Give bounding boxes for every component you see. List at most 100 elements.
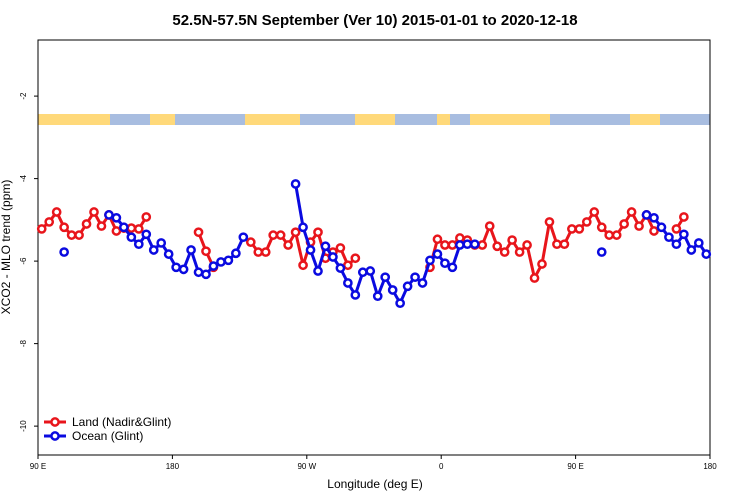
- data-point: [522, 240, 532, 250]
- data-point: [104, 210, 114, 220]
- data-point: [148, 245, 159, 255]
- data-point: [664, 232, 674, 243]
- data-point: [44, 217, 55, 227]
- data-point: [74, 230, 84, 240]
- data-point: [126, 223, 137, 233]
- y-tick-label: -6: [19, 257, 28, 265]
- data-point: [529, 273, 540, 283]
- data-point: [231, 248, 241, 259]
- data-point: [387, 285, 398, 295]
- data-point: [126, 232, 137, 243]
- data-point: [253, 247, 264, 257]
- legend-marker: [50, 431, 60, 441]
- data-point: [596, 222, 607, 233]
- data-point: [380, 272, 391, 283]
- data-point: [544, 217, 555, 227]
- data-point: [51, 207, 62, 217]
- chart-title: 52.5N-57.5N September (Ver 10) 2015-01-0…: [172, 12, 577, 29]
- data-point: [581, 217, 592, 227]
- data-point: [163, 249, 174, 259]
- data-point: [283, 240, 293, 250]
- y-axis-label: XCO2 - MLO trend (ppm): [0, 180, 13, 315]
- data-point: [514, 247, 525, 257]
- data-point: [343, 260, 353, 271]
- x-tick-label: 180: [166, 462, 180, 471]
- data-point: [66, 230, 77, 240]
- data-point: [499, 247, 510, 257]
- legend-label: Ocean (Glint): [72, 429, 143, 443]
- data-point: [193, 267, 204, 278]
- data-point: [626, 207, 637, 217]
- data-point: [290, 179, 301, 189]
- data-point: [671, 224, 682, 234]
- data-point: [604, 230, 615, 240]
- data-point: [201, 246, 211, 257]
- legend-marker: [50, 417, 60, 427]
- data-point: [320, 241, 331, 252]
- data-point: [507, 235, 517, 245]
- data-point: [216, 257, 226, 267]
- data-point: [328, 252, 338, 262]
- data-point: [343, 278, 353, 288]
- data-point: [372, 291, 383, 302]
- data-point: [492, 241, 503, 252]
- map-strip: [38, 114, 710, 125]
- data-point: [671, 239, 682, 250]
- plot-frame: [37, 39, 711, 456]
- data-point: [649, 212, 659, 223]
- data-point: [469, 239, 480, 250]
- data-point: [395, 298, 405, 309]
- data-point: [298, 222, 308, 233]
- data-point: [365, 266, 376, 276]
- y-tick-label: -2: [19, 92, 28, 100]
- data-point: [425, 255, 435, 266]
- data-point: [133, 224, 144, 234]
- data-point: [89, 207, 99, 217]
- data-point: [141, 212, 152, 222]
- data-point: [133, 239, 144, 250]
- data-point: [335, 263, 346, 273]
- data-point: [447, 240, 458, 250]
- data-point: [477, 240, 488, 250]
- x-tick-label: 90 E: [30, 462, 46, 471]
- data-point: [693, 238, 704, 248]
- data-point: [440, 240, 450, 250]
- data-point: [298, 260, 308, 271]
- data-point: [596, 247, 607, 257]
- data-point: [313, 227, 323, 238]
- data-point: [447, 262, 458, 273]
- data-point: [141, 229, 152, 240]
- data-point: [649, 226, 659, 236]
- data-point: [245, 237, 256, 247]
- data-point: [432, 249, 443, 259]
- data-point: [36, 224, 47, 234]
- data-point: [641, 210, 652, 220]
- data-point: [686, 245, 697, 255]
- data-point: [589, 207, 600, 217]
- data-point: [268, 230, 279, 240]
- data-point: [313, 266, 323, 276]
- data-point: [260, 247, 271, 257]
- x-tick-label: 90 W: [297, 462, 316, 471]
- data-point: [193, 227, 204, 238]
- data-point: [305, 245, 316, 255]
- data-point: [81, 219, 92, 229]
- data-point: [462, 239, 473, 250]
- y-tick-label: -8: [19, 340, 28, 348]
- data-point: [178, 264, 189, 275]
- data-point: [208, 261, 219, 271]
- data-point: [201, 269, 211, 280]
- data-point: [656, 222, 667, 233]
- data-point: [111, 226, 122, 236]
- data-point: [223, 255, 234, 266]
- data-point: [350, 290, 361, 300]
- data-point: [417, 278, 428, 288]
- x-tick-label: 180: [703, 462, 717, 471]
- y-tick-label: -4: [19, 175, 28, 183]
- data-point: [537, 259, 547, 269]
- data-point: [171, 262, 181, 273]
- data-point: [96, 221, 107, 231]
- x-tick-label: 0: [439, 462, 444, 471]
- data-point: [350, 253, 361, 264]
- data-point: [111, 212, 122, 223]
